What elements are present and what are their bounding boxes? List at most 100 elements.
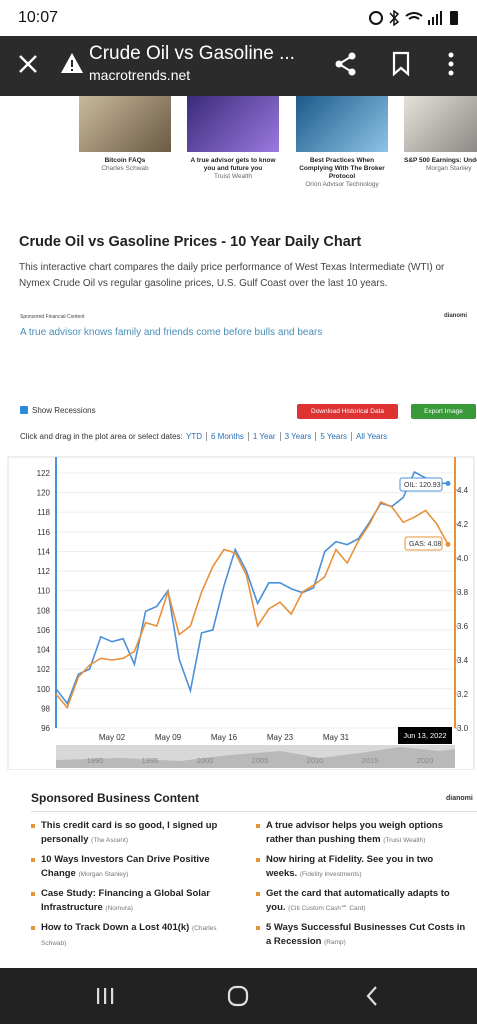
sponsor-brand: dianomi <box>444 313 468 319</box>
range-option[interactable]: YTD <box>186 432 202 441</box>
checkbox[interactable] <box>20 406 28 414</box>
recents-button[interactable] <box>95 986 115 1006</box>
navigator-label: 2005 <box>252 756 269 765</box>
business-item[interactable]: 5 Ways Successful Businesses Cut Costs i… <box>256 921 466 950</box>
range-option[interactable]: 5 Years <box>315 432 352 441</box>
navigator-label: 1990 <box>87 756 104 765</box>
y-tick-label: 118 <box>37 508 50 517</box>
range-option[interactable]: All Years <box>351 432 392 441</box>
y2-tick-label: 3.4 <box>457 656 469 665</box>
checkbox-label[interactable]: Show Recessions <box>32 406 96 415</box>
navigator-label: 2020 <box>417 756 434 765</box>
y2-tick-label: 3.6 <box>457 622 469 631</box>
ad-image <box>79 96 171 152</box>
item-title: A true advisor helps you weigh options r… <box>266 820 444 845</box>
divider <box>31 811 477 812</box>
business-item[interactable]: How to Track Down a Lost 401(k) (Charles… <box>31 921 241 951</box>
y2-tick-label: 3.2 <box>457 690 469 699</box>
business-heading: Sponsored Business Content <box>31 791 200 805</box>
navigator-label: 2015 <box>362 756 379 765</box>
date-tooltip: Jun 13, 2022 <box>403 731 446 740</box>
navigator-label: 1995 <box>142 756 159 765</box>
download-button[interactable]: Download Historical Data <box>297 404 398 419</box>
navigator-label: 2010 <box>307 756 324 765</box>
ad-image <box>187 96 279 152</box>
business-content: Sponsored Business Content dianomi This … <box>0 785 477 965</box>
item-source: (Morgan Stanley) <box>78 871 129 878</box>
business-item[interactable]: This credit card is so good, I signed up… <box>31 819 241 848</box>
y2-tick-label: 3.0 <box>457 724 469 733</box>
warning-icon[interactable] <box>60 52 84 74</box>
menu-button[interactable] <box>446 52 456 76</box>
app-bar: Crude Oil vs Gasoline ... macrotrends.ne… <box>0 36 477 96</box>
y-tick-label: 112 <box>37 567 50 576</box>
ad-card[interactable]: A true advisor gets to know you and futu… <box>187 96 279 181</box>
home-button[interactable] <box>227 985 249 1007</box>
y-tick-label: 122 <box>37 469 51 478</box>
item-source: (Charles Schwab) <box>41 925 217 947</box>
item-source: (Fidelity Investments) <box>299 871 362 878</box>
bookmark-button[interactable] <box>391 51 411 77</box>
business-item[interactable]: Now hiring at Fidelity. See you in two w… <box>256 853 466 882</box>
nav-bar <box>0 968 477 1024</box>
time: 10:07 <box>18 9 59 26</box>
x-tick-label: May 16 <box>211 733 238 742</box>
ad-source: Orion Advisor Technology <box>305 181 379 188</box>
share-button[interactable] <box>333 51 359 77</box>
range-option[interactable]: 3 Years <box>279 432 316 441</box>
ad-card[interactable]: S&P 500 Earnings: Under Morgan Stanley <box>404 96 477 173</box>
tooltip: OIL: 120.93 <box>404 482 441 489</box>
back-button[interactable] <box>365 985 379 1007</box>
chart-frame <box>7 456 475 770</box>
ad-image <box>296 96 388 152</box>
y2-tick-label: 4.0 <box>457 554 469 563</box>
item-source: (Citi Custom Cash℠ Card) <box>288 905 366 912</box>
export-button[interactable]: Export Image <box>411 404 476 419</box>
item-title: 10 Ways Investors Can Drive Positive Cha… <box>41 854 210 879</box>
ad-card[interactable]: Bitcoin FAQs Charles Schwab <box>79 96 171 173</box>
navigator-label: 2000 <box>197 756 214 765</box>
range-selector: YTD 6 Months 1 Year 3 Years 5 Years All Years <box>184 432 392 441</box>
article-heading: Crude Oil vs Gasoline Prices - 10 Year D… <box>19 234 362 250</box>
sponsored-label: Sponsored Financial Content <box>20 314 85 320</box>
series-line <box>55 500 449 710</box>
item-source: (The Ascent) <box>91 837 129 844</box>
range-option[interactable]: 6 Months <box>206 432 248 441</box>
item-title: Now hiring at Fidelity. See you in two w… <box>266 854 434 879</box>
x-tick-label: May 23 <box>267 733 294 742</box>
x-tick-label: May 09 <box>155 733 182 742</box>
range-prompt: Click and drag in the plot area or selec… <box>20 432 183 441</box>
y-tick-label: 110 <box>37 587 50 596</box>
business-item[interactable]: Case Study: Financing a Global Solar Inf… <box>31 887 241 916</box>
business-item[interactable]: A true advisor helps you weigh options r… <box>256 819 466 848</box>
tooltip: GAS: 4.08 <box>409 541 441 548</box>
y2-tick-label: 4.2 <box>457 520 469 529</box>
series-line <box>55 470 449 706</box>
y-tick-label: 106 <box>37 626 51 635</box>
date-tooltip-box <box>398 727 452 744</box>
y-tick-label: 102 <box>37 665 51 674</box>
ad-card[interactable]: Best Practices When Complying With The B… <box>296 96 388 189</box>
chart[interactable]: 96 98 100 102 104 106 108 110 112 114 116 118 120 122… <box>0 455 477 770</box>
ad-title: Best Practices When Complying With The B… <box>299 157 385 180</box>
tooltip-box <box>399 477 443 492</box>
item-source: (Nomura) <box>105 905 133 912</box>
close-button[interactable] <box>18 54 38 74</box>
sponsored-link[interactable]: A true advisor knows family and friends … <box>20 327 323 338</box>
item-title: How to Track Down a Lost 401(k) (Charles… <box>41 922 217 947</box>
x-tick-label: May 02 <box>99 733 126 742</box>
y-tick-label: 98 <box>41 704 50 713</box>
range-option[interactable]: 1 Year <box>247 432 280 441</box>
last-point <box>445 541 451 547</box>
item-title: 5 Ways Successful Businesses Cut Costs i… <box>266 922 466 947</box>
business-item[interactable]: 10 Ways Investors Can Drive Positive Cha… <box>31 853 241 882</box>
y-tick-label: 100 <box>37 685 51 694</box>
item-title: Get the card that automatically adapts t… <box>266 888 450 913</box>
status-bar: 10:07 <box>0 0 477 36</box>
y2-tick-label: 3.8 <box>457 588 469 597</box>
tooltip-box <box>404 536 443 551</box>
ad-source: Charles Schwab <box>101 165 149 172</box>
business-item[interactable]: Get the card that automatically adapts t… <box>256 887 466 916</box>
ad-source: Truist Wealth <box>214 173 252 180</box>
